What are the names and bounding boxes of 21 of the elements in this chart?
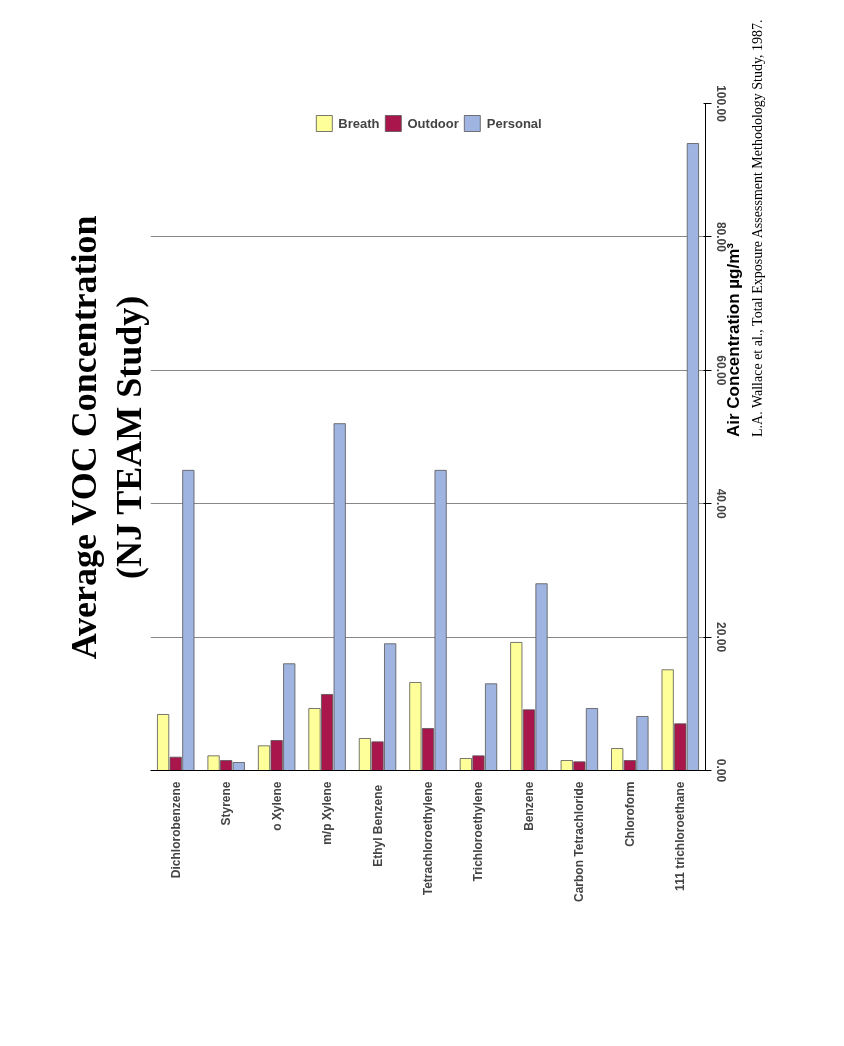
y-tick-label: 0.00: [713, 758, 728, 783]
y-tick-label: 40.00: [713, 488, 728, 520]
x-tick-label: o Xylene: [269, 781, 284, 831]
x-tick-label: Dichlorobenzene: [168, 781, 183, 879]
legend-label: Personal: [486, 115, 542, 131]
x-tick-label: Tetrachloroethylene: [421, 781, 435, 896]
x-tick-label: Styrene: [219, 781, 234, 826]
x-tick-label: Benzene: [521, 781, 536, 831]
x-tick-label: m/p Xylene: [320, 781, 335, 845]
text: L.A. Wallace et al., Total Exposure Assessment Methodology Study, 1987.: [750, 19, 765, 437]
text: (NJ TEAM Study): [108, 295, 149, 580]
x-tick-label: Ethyl Benzene: [370, 784, 385, 867]
x-tick-label: Carbon Tetrachloride: [572, 781, 587, 902]
x-tick-label: Chloroform: [622, 781, 637, 847]
y-tick-label: 20.00: [713, 622, 728, 653]
y-tick-label: 100.00: [713, 85, 728, 123]
text: Average VOC Concentration: [63, 215, 104, 660]
x-tick-label: 111 trichloroethane: [673, 781, 688, 891]
x-tick-label: Trichloroethylene: [471, 781, 486, 882]
legend-label: Breath: [338, 115, 380, 131]
legend-label: Outdoor: [407, 115, 459, 131]
